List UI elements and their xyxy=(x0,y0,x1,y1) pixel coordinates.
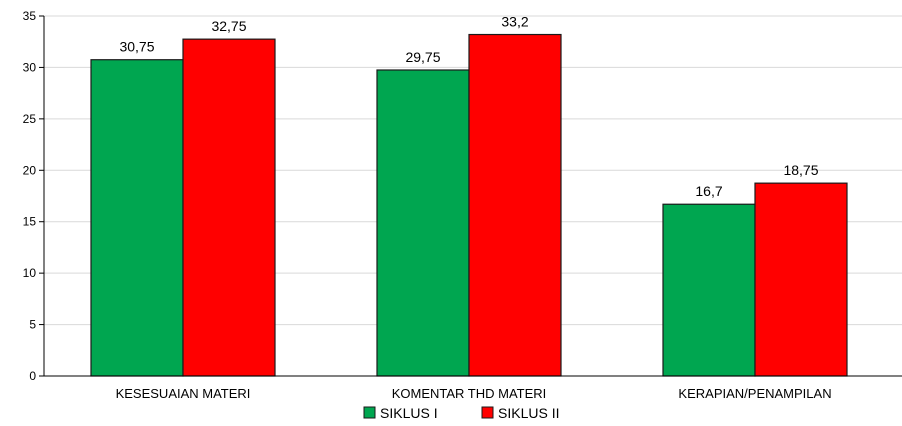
bar-siklus-ii xyxy=(754,182,848,377)
y-tick-label: 30 xyxy=(23,60,37,74)
category-label: KERAPIAN/PENAMPILAN xyxy=(678,386,831,401)
y-tick-label: 25 xyxy=(23,112,37,126)
y-tick-label: 35 xyxy=(23,9,37,23)
data-label: 16,7 xyxy=(695,183,722,199)
y-tick-label: 5 xyxy=(29,318,36,332)
bar-siklus-i xyxy=(376,69,470,377)
data-label: 33,2 xyxy=(501,14,528,30)
bars xyxy=(90,33,848,377)
y-tick-label: 20 xyxy=(23,163,37,177)
legend-label: SIKLUS II xyxy=(498,405,559,421)
y-tick-label: 10 xyxy=(23,266,37,280)
legend-label: SIKLUS I xyxy=(380,405,438,421)
category-label: KOMENTAR THD MATERI xyxy=(392,386,547,401)
y-axis-tick-labels: 0 5 10 15 20 25 30 35 xyxy=(23,9,44,383)
category-label: KESESUAIAN MATERI xyxy=(116,386,251,401)
bar-siklus-i xyxy=(662,203,756,377)
data-label: 30,75 xyxy=(119,39,154,55)
bar-siklus-i xyxy=(90,59,184,377)
axes xyxy=(43,16,902,377)
data-label: 32,75 xyxy=(211,18,246,34)
bar-siklus-ii xyxy=(182,38,276,377)
data-labels: 30,75 32,75 29,75 33,2 16,7 18,75 xyxy=(119,14,818,200)
legend-swatch xyxy=(363,406,376,419)
data-label: 18,75 xyxy=(783,162,818,178)
bar-siklus-ii xyxy=(468,33,562,377)
y-tick-label: 15 xyxy=(23,215,37,229)
legend: SIKLUS I SIKLUS II xyxy=(363,405,559,421)
y-tick-label: 0 xyxy=(29,369,36,383)
data-label: 29,75 xyxy=(405,49,440,65)
legend-swatch xyxy=(481,406,494,419)
x-axis-category-labels: KESESUAIAN MATERI KOMENTAR THD MATERI KERA… xyxy=(116,386,832,401)
